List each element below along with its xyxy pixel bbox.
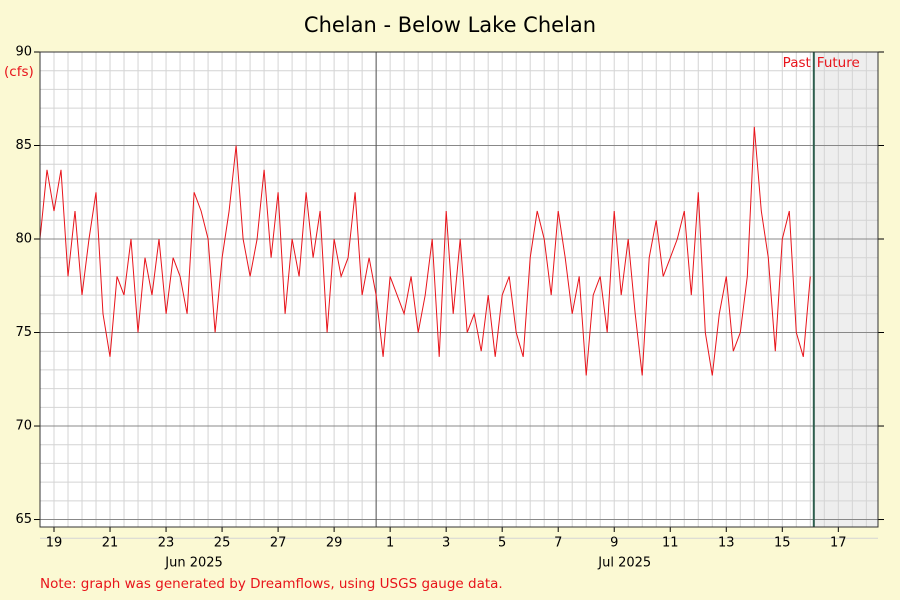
- x-tick-label: 19: [46, 536, 63, 551]
- month-label: Jun 2025: [164, 556, 223, 571]
- flow-line: [39, 126, 811, 376]
- note: Note: graph was generated by Dreamflows,…: [40, 576, 503, 592]
- y-tick-label: 80: [15, 232, 32, 247]
- x-tick-label: 23: [158, 536, 175, 551]
- x-tick-label: 7: [554, 536, 562, 551]
- x-tick-label: 21: [102, 536, 119, 551]
- past-label: Past: [783, 55, 811, 71]
- x-tick-label: 11: [662, 536, 679, 551]
- x-tick-label: 5: [498, 536, 506, 551]
- y-tick-label: 70: [15, 419, 32, 434]
- plot-border: [39, 51, 879, 528]
- x-tick-label: 3: [442, 536, 450, 551]
- x-tick-label: 1: [386, 536, 394, 551]
- y-tick-label: 90: [15, 45, 32, 60]
- chart-title: Chelan - Below Lake Chelan: [304, 13, 596, 37]
- x-tick-label: 15: [774, 536, 791, 551]
- y-tick-label: 85: [15, 138, 32, 153]
- future-region: [813, 52, 878, 527]
- x-tick-label: 29: [326, 536, 343, 551]
- x-tick-label: 13: [718, 536, 735, 551]
- x-tick-label: 9: [610, 536, 618, 551]
- y-tick-label: 75: [15, 325, 32, 340]
- y-unit: (cfs): [4, 64, 34, 80]
- month-label: Jul 2025: [597, 556, 651, 571]
- x-tick-label: 25: [214, 536, 231, 551]
- future-label: Future: [817, 55, 860, 71]
- y-tick-label: 65: [15, 512, 32, 527]
- x-tick-label: 17: [830, 536, 847, 551]
- x-tick-label: 27: [270, 536, 287, 551]
